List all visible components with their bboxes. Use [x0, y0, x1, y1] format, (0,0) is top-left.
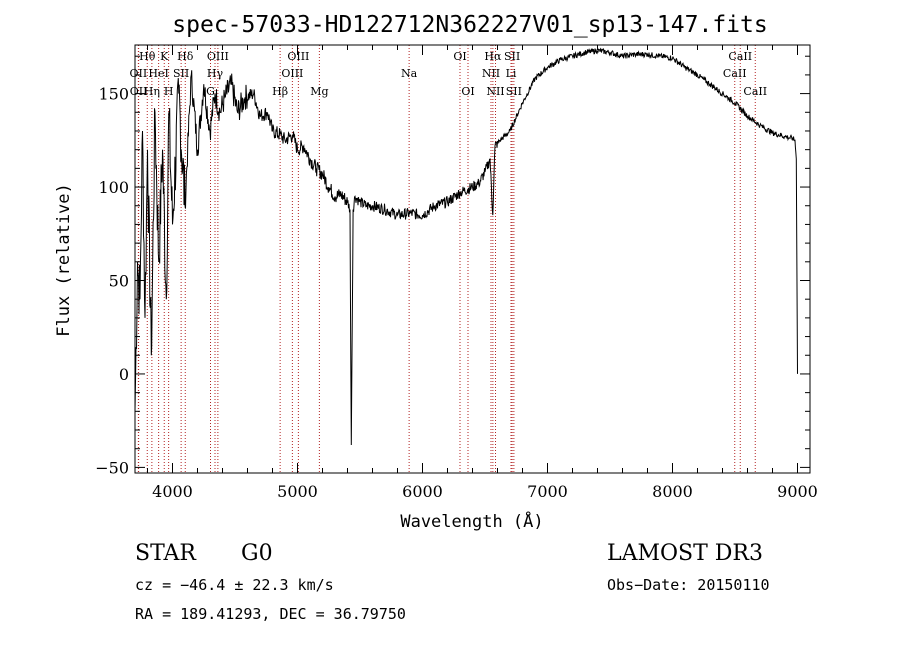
y-tick-label: 150	[98, 85, 129, 104]
coordinates-ra-dec: RA = 189.41293, DEC = 36.79750	[135, 605, 406, 623]
redshift-cz: cz = −46.4 ± 22.3 km/s	[135, 576, 334, 594]
x-tick-label: 8000	[652, 482, 693, 501]
object-subclass: G0	[241, 541, 273, 566]
spectral-line-label: Li	[506, 67, 517, 80]
spectral-line-label: SII	[506, 85, 522, 98]
observation-date: Obs−Date: 20150110	[607, 576, 770, 594]
x-tick-label: 7000	[527, 482, 568, 501]
object-class: STAR	[135, 541, 197, 566]
spectral-line-label: OII	[130, 67, 148, 80]
spectral-line-label: CaII	[723, 67, 747, 80]
spectral-line-label: NII	[482, 67, 500, 80]
x-tick-label: 6000	[402, 482, 443, 501]
x-tick-label: 9000	[777, 482, 818, 501]
spectral-line-label: OIII	[207, 50, 229, 63]
x-tick-label: 5000	[277, 482, 318, 501]
spectral-line-label: OII	[130, 85, 148, 98]
plot-frame	[134, 44, 811, 474]
y-tick-label: 100	[98, 178, 129, 197]
spectral-line-label: H	[164, 85, 174, 98]
spectral-line-label: OI	[453, 50, 466, 63]
spectral-line-label: NII	[486, 85, 504, 98]
y-tick-label: 50	[109, 271, 129, 290]
y-tick-label: 0	[119, 365, 129, 384]
spectral-line-label: Hα	[484, 50, 502, 63]
spectral-line-label: Hδ	[177, 50, 194, 63]
spectral-line-label: HeI	[148, 67, 168, 80]
spectral-line-label: G	[206, 85, 215, 98]
y-axis-label: Flux (relative)	[54, 183, 74, 337]
spectral-line-label: Hβ	[272, 85, 288, 98]
spectral-line-markers	[137, 45, 756, 473]
spectral-line-label: Hθ	[139, 50, 156, 63]
spectral-line-label: K	[160, 50, 169, 63]
spectral-line-label: OIII	[287, 50, 309, 63]
spectral-line-label: CaII	[728, 50, 752, 63]
x-tick-label: 4000	[152, 482, 193, 501]
spectral-line-label: Mg	[310, 85, 328, 98]
x-axis-label: Wavelength (Å)	[400, 510, 543, 532]
spectral-line-label: Na	[401, 67, 418, 80]
spectral-line-label: CaII	[743, 85, 767, 98]
spectral-line-label: SII	[173, 67, 189, 80]
axis-ticks: 4000 5000 6000 7000 8000 9000 −50 0 50 100 150	[95, 45, 818, 501]
spectral-line-label: OI	[461, 85, 474, 98]
spectral-line-label: OIII	[281, 67, 303, 80]
survey-name: LAMOST DR3	[607, 541, 763, 566]
y-tick-label: −50	[95, 458, 129, 477]
spectrum-line	[134, 47, 798, 446]
spectral-line-label: Hγ	[207, 67, 224, 80]
chart-title: spec-57033-HD122712N362227V01_sp13-147.f…	[172, 12, 767, 38]
spectral-line-label: Hη	[144, 85, 160, 98]
spectral-line-label: SII	[504, 50, 520, 63]
